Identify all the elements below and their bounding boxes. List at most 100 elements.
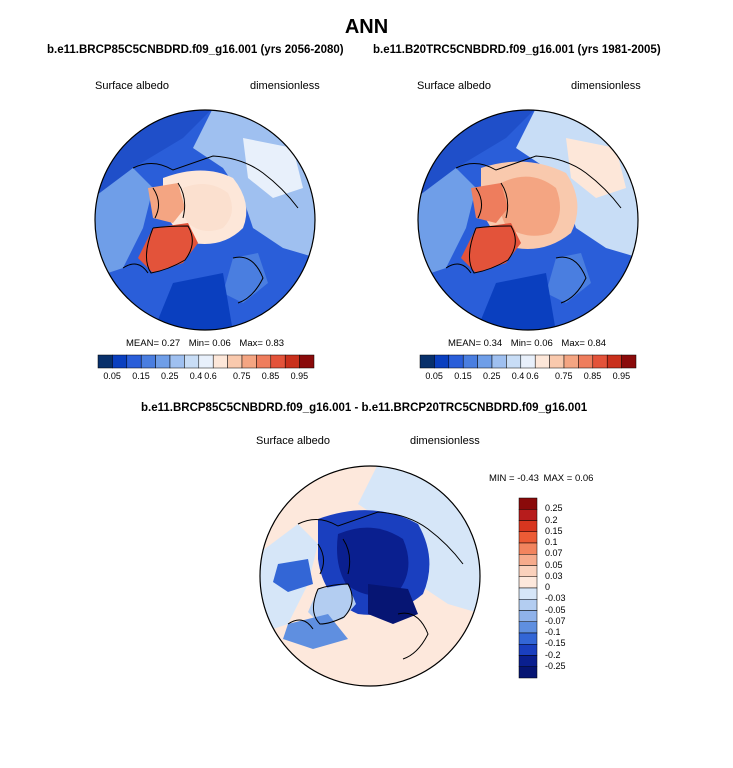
colorbar-box [518, 509, 538, 521]
colorbar-tick-label: 0.2 [545, 514, 558, 525]
greenland-ice [138, 223, 198, 273]
colorbar-box [518, 610, 538, 622]
greenland-ice [461, 223, 521, 273]
colorbar-box [506, 354, 522, 369]
colorbar-box [518, 599, 538, 611]
colorbar-tick-label: 0.15 [454, 371, 472, 381]
colorbar-tick-label: 0.75 [233, 371, 251, 381]
colorbar-box [518, 542, 538, 555]
diff-colorbar [518, 497, 538, 679]
panel2-colorbar [419, 354, 637, 369]
greenland-change [308, 584, 356, 624]
colorbar-box [518, 632, 538, 645]
diff-map [259, 465, 481, 687]
panel1-variable-label: Surface albedo [95, 80, 169, 92]
figure-title: ANN [344, 16, 389, 38]
colorbar-box [448, 354, 464, 369]
colorbar-box [198, 354, 214, 369]
colorbar-box [592, 354, 608, 369]
diff-title: b.e11.BRCP85C5CNBDRD.f09_g16.001 - b.e11… [141, 402, 588, 414]
colorbar-box [140, 354, 156, 369]
diff-variable-label: Surface albedo [256, 435, 330, 447]
colorbar-box [97, 354, 113, 369]
colorbar-box [518, 497, 538, 510]
colorbar-tick-label: -0.07 [545, 615, 566, 626]
siberia-snow [243, 138, 303, 198]
panel1-units-label: dimensionless [250, 80, 320, 92]
colorbar-box [256, 354, 272, 369]
colorbar-tick-label: 0.25 [161, 371, 179, 381]
colorbar-tick-label: 0.05 [425, 371, 443, 381]
colorbar-box [621, 354, 637, 369]
colorbar-tick-label: -0.2 [545, 649, 561, 660]
panel2-map [417, 109, 639, 331]
atlantic-ocean [153, 273, 233, 330]
colorbar-tick-label: 0.15 [545, 525, 563, 536]
colorbar-box [518, 520, 538, 532]
panel1-map [94, 109, 316, 331]
hudson-bay-decline [273, 559, 313, 592]
colorbar-box [241, 354, 257, 369]
atlantic-ocean [476, 273, 556, 330]
colorbar-tick-label: 0.03 [545, 570, 563, 581]
panel2-variable-label: Surface albedo [417, 80, 491, 92]
colorbar-box [534, 354, 550, 369]
colorbar-tick-label: 0.07 [545, 548, 563, 559]
north-america-land [95, 168, 153, 278]
colorbar-box [563, 354, 579, 369]
arctic-pack-ice [499, 176, 560, 236]
colorbar-tick-label: 0.4 [189, 371, 203, 381]
arctic-pack-ice [181, 184, 232, 232]
colorbar-box [434, 354, 450, 369]
colorbar-tick-label: 0.75 [555, 371, 573, 381]
colorbar-tick-label: -0.15 [545, 638, 566, 649]
colorbar-box [518, 576, 538, 589]
colorbar-box [518, 655, 538, 667]
colorbar-box [518, 621, 538, 634]
panel2-case-title: b.e11.B20TRC5CNBDRD.f09_g16.001 (yrs 198… [373, 44, 661, 56]
colorbar-box [578, 354, 594, 369]
colorbar-box [270, 354, 286, 369]
colorbar-tick-label: 0.1 [545, 537, 558, 547]
colorbar-box [549, 354, 565, 369]
colorbar-box [518, 587, 538, 600]
colorbar-tick-label: 0.25 [483, 371, 501, 381]
colorbar-tick-label: 0.95 [290, 371, 309, 381]
coastline [122, 155, 299, 304]
colorbar-box [518, 565, 538, 577]
diff-stats: MIN = -0.43 MAX = 0.06 [489, 473, 594, 484]
colorbar-box [284, 354, 300, 369]
colorbar-box [184, 354, 200, 369]
colorbar-box [227, 354, 243, 369]
colorbar-box [518, 531, 538, 544]
colorbar-box [212, 354, 228, 369]
colorbar-box [299, 354, 315, 369]
colorbar-tick-label: -0.03 [545, 593, 566, 604]
colorbar-tick-label: -0.25 [545, 660, 566, 671]
colorbar-tick-label: 0.4 [511, 371, 525, 381]
colorbar-tick-label: 0.85 [583, 371, 602, 381]
colorbar-box [126, 354, 142, 369]
colorbar-box [518, 644, 538, 656]
north-america-land [418, 168, 476, 278]
colorbar-tick-label: 0.85 [261, 371, 280, 381]
north-atlantic-change [283, 614, 348, 649]
colorbar-tick-label: 0.25 [545, 503, 563, 514]
panel2-stats: MEAN= 0.34 Min= 0.06 Max= 0.84 [448, 338, 607, 349]
colorbar-box [155, 354, 171, 369]
panel1-case-title: b.e11.BRCP85C5CNBDRD.f09_g16.001 (yrs 20… [47, 44, 344, 56]
colorbar-box [520, 354, 536, 369]
colorbar-tick-label: -0.05 [545, 604, 566, 615]
colorbar-tick-label: 0 [545, 582, 551, 592]
colorbar-tick-label: 0.6 [204, 371, 217, 381]
colorbar-box [112, 354, 128, 369]
colorbar-box [518, 554, 538, 566]
panel1-stats: MEAN= 0.27 Min= 0.06 Max= 0.83 [126, 338, 285, 349]
siberia-snow [566, 138, 626, 198]
colorbar-box [477, 354, 493, 369]
colorbar-tick-label: 0.95 [612, 371, 631, 381]
colorbar-tick-label: 0.15 [132, 371, 150, 381]
colorbar-box [518, 666, 538, 679]
colorbar-box [606, 354, 622, 369]
colorbar-tick-label: 0.05 [103, 371, 121, 381]
